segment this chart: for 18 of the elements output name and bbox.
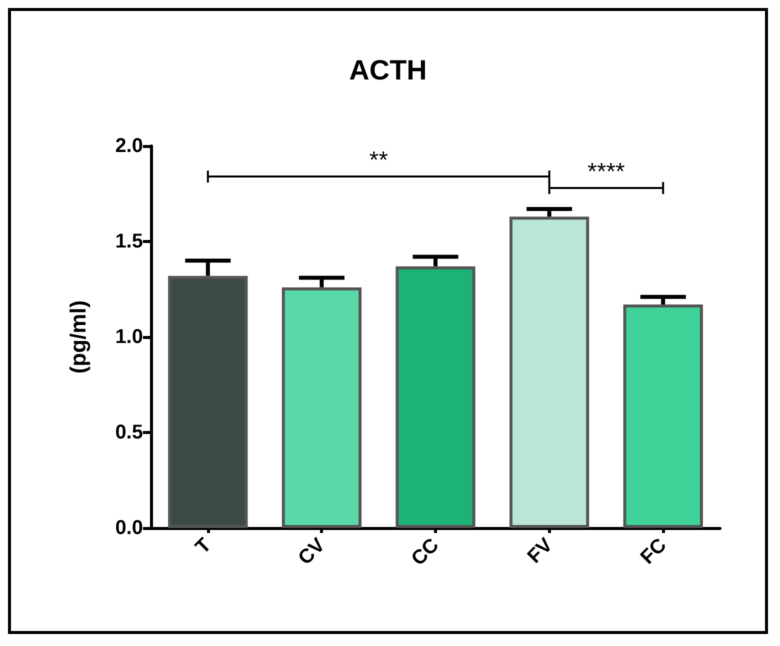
y-tick-label: 1.0 [115,326,143,348]
y-tick-label: 0.5 [115,422,143,444]
x-tick-label: FV [523,534,558,568]
bar [168,276,248,528]
annotation: ** [369,147,388,174]
x-tick-label: T [191,534,216,558]
bar [396,266,476,528]
x-tick-label: CC [407,534,444,570]
y-tick-label: 2.0 [115,135,143,157]
annotation: **** [588,158,625,186]
x-tick-label: FC [636,534,671,569]
x-tick-label: CV [294,534,330,570]
bar [509,216,590,528]
y-tick-label: 0.0 [115,517,143,539]
bar [282,287,362,528]
y-axis-title: (pg/ml) [66,300,90,374]
chart-title: ACTH [349,54,427,86]
y-tick-label: 1.5 [115,230,143,252]
